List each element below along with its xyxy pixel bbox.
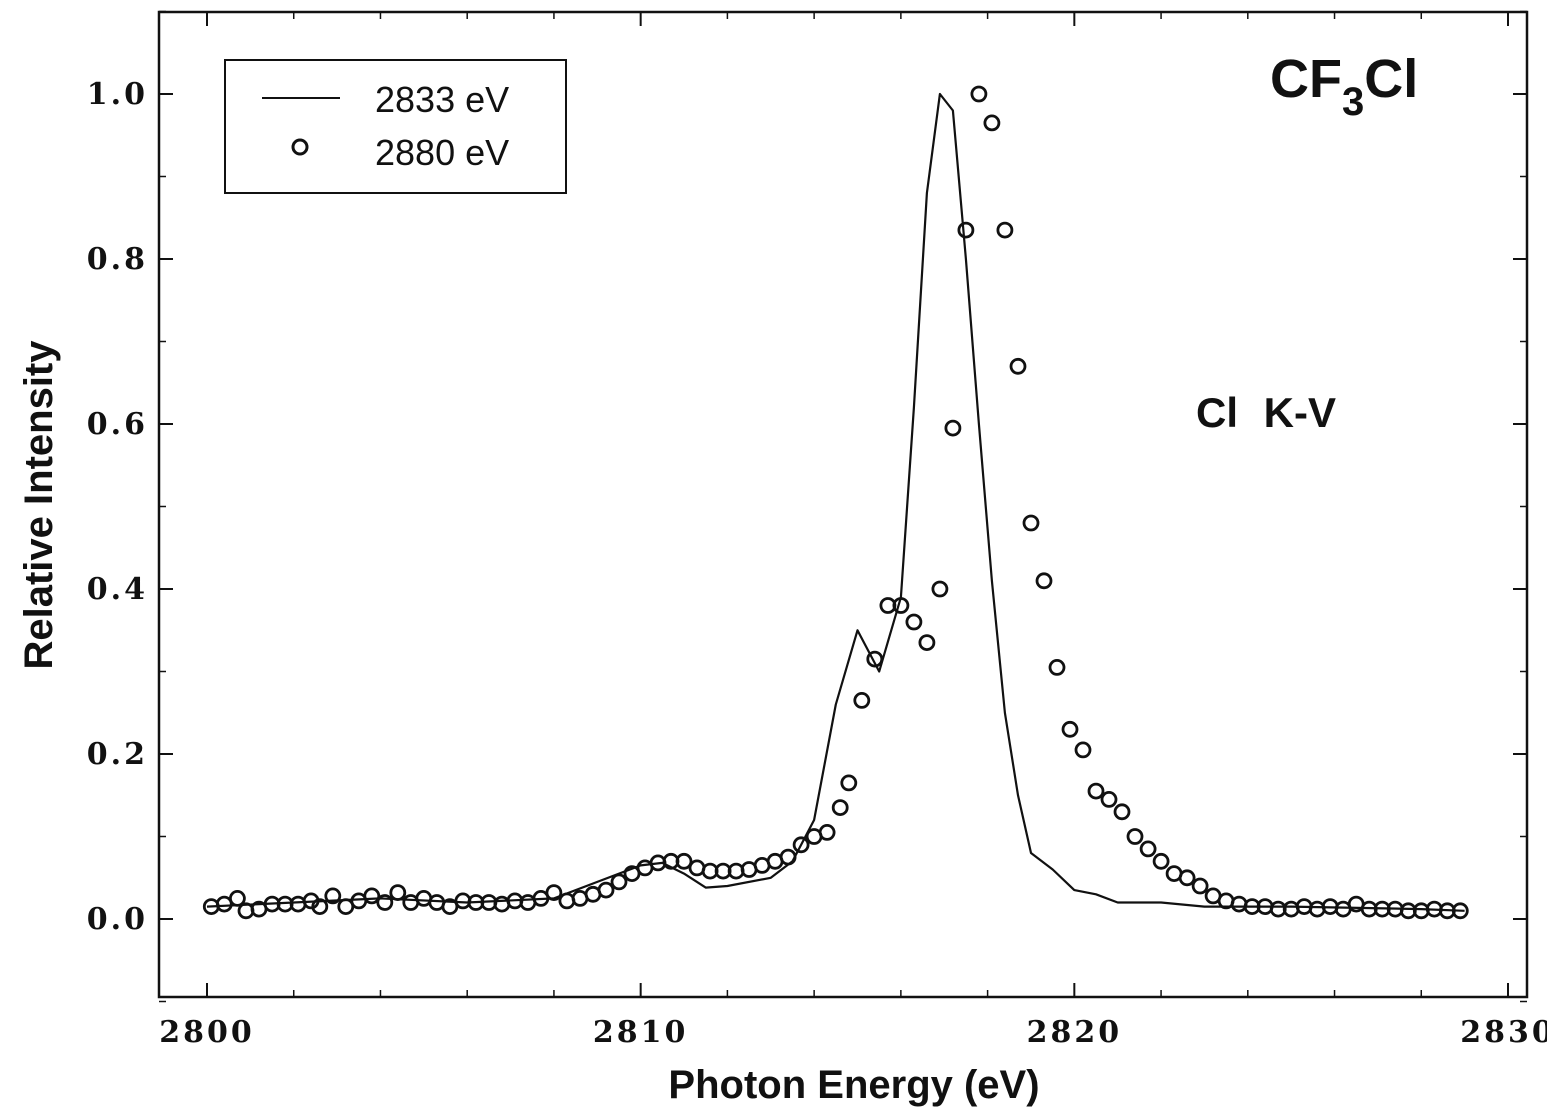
y-tick-label: 0.2 bbox=[87, 737, 148, 772]
x-tick-label: 2830 bbox=[1460, 1015, 1547, 1050]
data-point-2880ev bbox=[866, 650, 884, 668]
data-point-2880ev bbox=[597, 881, 615, 899]
data-point-2880ev bbox=[970, 85, 988, 103]
data-point-2880ev bbox=[1035, 572, 1053, 590]
data-point-2880ev bbox=[957, 221, 975, 239]
data-point-2880ev bbox=[1126, 828, 1144, 845]
data-point-2880ev bbox=[1451, 902, 1469, 920]
y-tick-label: 0.4 bbox=[87, 572, 148, 607]
data-point-2880ev bbox=[1048, 659, 1066, 676]
x-tick-label: 2820 bbox=[1027, 1015, 1123, 1050]
legend-marker-swatch bbox=[291, 138, 309, 156]
data-point-2880ev bbox=[996, 221, 1014, 239]
data-point-2880ev bbox=[228, 890, 246, 907]
legend-label-2833: 2833 eV bbox=[375, 79, 509, 120]
data-point-2880ev bbox=[558, 892, 576, 910]
molecule-label-subscript: 3 bbox=[1342, 80, 1364, 124]
x-axis-title: Photon Energy (eV) bbox=[668, 1063, 1039, 1107]
data-point-2880ev bbox=[389, 884, 407, 901]
data-point-2880ev bbox=[818, 824, 836, 841]
data-point-2880ev bbox=[931, 580, 949, 598]
molecule-label: CF3Cl bbox=[1270, 49, 1418, 124]
data-point-2880ev bbox=[545, 884, 563, 901]
data-point-2880ev bbox=[324, 887, 342, 905]
x-axis-ticks: 2800 2810 2820 2830 bbox=[159, 12, 1547, 1050]
y-axis-ticks: 0.0 0.2 0.4 0.6 0.8 1.0 bbox=[87, 10, 1527, 1003]
molecule-label-tail: Cl bbox=[1364, 49, 1418, 109]
data-point-2880ev bbox=[1308, 900, 1326, 918]
transition-label: Cl K-V bbox=[1196, 389, 1336, 436]
data-point-2880ev bbox=[376, 894, 394, 911]
data-point-2880ev bbox=[675, 852, 693, 870]
y-axis-title: Relative Intensity bbox=[17, 340, 61, 670]
data-point-2880ev bbox=[1009, 357, 1027, 375]
legend-box bbox=[224, 59, 567, 194]
x-tick-label: 2800 bbox=[159, 1015, 255, 1050]
data-point-2880ev bbox=[363, 887, 381, 905]
data-point-2880ev bbox=[1191, 877, 1209, 895]
data-point-2880ev bbox=[1113, 803, 1131, 821]
data-point-2880ev bbox=[905, 613, 923, 631]
data-point-2880ev bbox=[853, 692, 871, 709]
y-tick-label: 0.8 bbox=[87, 242, 148, 277]
data-point-2880ev bbox=[1178, 869, 1196, 887]
plot-frame bbox=[157, 10, 1529, 999]
series-line-2833ev bbox=[206, 92, 1465, 912]
data-point-2880ev bbox=[779, 848, 797, 866]
data-point-2880ev bbox=[1022, 514, 1040, 532]
data-point-2880ev bbox=[918, 634, 936, 651]
data-point-2880ev bbox=[983, 114, 1001, 132]
data-point-2880ev bbox=[1152, 852, 1170, 870]
data-point-2880ev bbox=[311, 898, 329, 915]
series-layer bbox=[202, 85, 1469, 920]
data-point-2880ev bbox=[1061, 720, 1079, 738]
data-point-2880ev bbox=[944, 419, 962, 437]
data-point-2880ev bbox=[1087, 782, 1105, 800]
data-point-2880ev bbox=[1074, 741, 1092, 759]
data-point-2880ev bbox=[840, 774, 858, 792]
x-tick-label: 2810 bbox=[593, 1015, 689, 1050]
y-tick-label: 1.0 bbox=[87, 77, 148, 112]
y-tick-label: 0.6 bbox=[87, 407, 148, 442]
data-point-2880ev bbox=[892, 597, 910, 614]
data-point-2880ev bbox=[610, 873, 628, 891]
molecule-label-main: CF bbox=[1270, 49, 1342, 109]
data-point-2880ev bbox=[1100, 791, 1118, 808]
data-point-2880ev bbox=[792, 836, 810, 854]
y-tick-label: 0.0 bbox=[87, 902, 148, 937]
data-point-2880ev bbox=[831, 799, 849, 816]
legend-label-2880: 2880 eV bbox=[375, 132, 509, 173]
data-point-2880ev bbox=[1139, 840, 1157, 858]
data-point-2880ev bbox=[1230, 895, 1248, 913]
legend: 2833 eV 2880 eV bbox=[224, 59, 567, 194]
